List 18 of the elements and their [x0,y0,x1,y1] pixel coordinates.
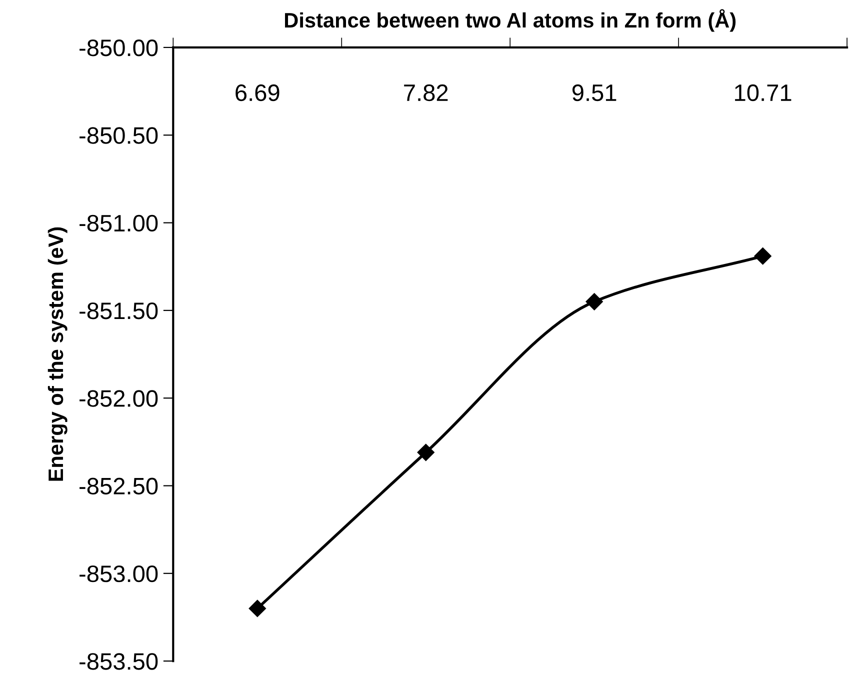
y-tick-label: -850.50 [80,127,158,144]
y-tick-label: -851.50 [80,302,158,320]
y-tick-label: -852.50 [80,478,158,495]
x-tick-label: 10.71 [735,84,792,102]
y-tick-label: -853.50 [80,653,158,670]
x-tick-label: 9.51 [572,84,616,102]
y-axis-title: Energy of the system (eV) [48,227,68,481]
y-tick-label: -850.00 [80,40,158,56]
y-tick-label: -852.00 [80,390,158,407]
point [248,600,266,618]
point [754,248,772,265]
x-tick-label: 7.82 [404,84,448,102]
x-axis-title: Distance between two Al atoms in Zn form (Å) [285,9,736,32]
y-tick-label: -853.00 [80,565,158,582]
point [586,293,603,310]
y-tick-label: -851.00 [80,214,158,232]
point [417,444,434,461]
x-tick-label: 6.69 [236,84,280,102]
